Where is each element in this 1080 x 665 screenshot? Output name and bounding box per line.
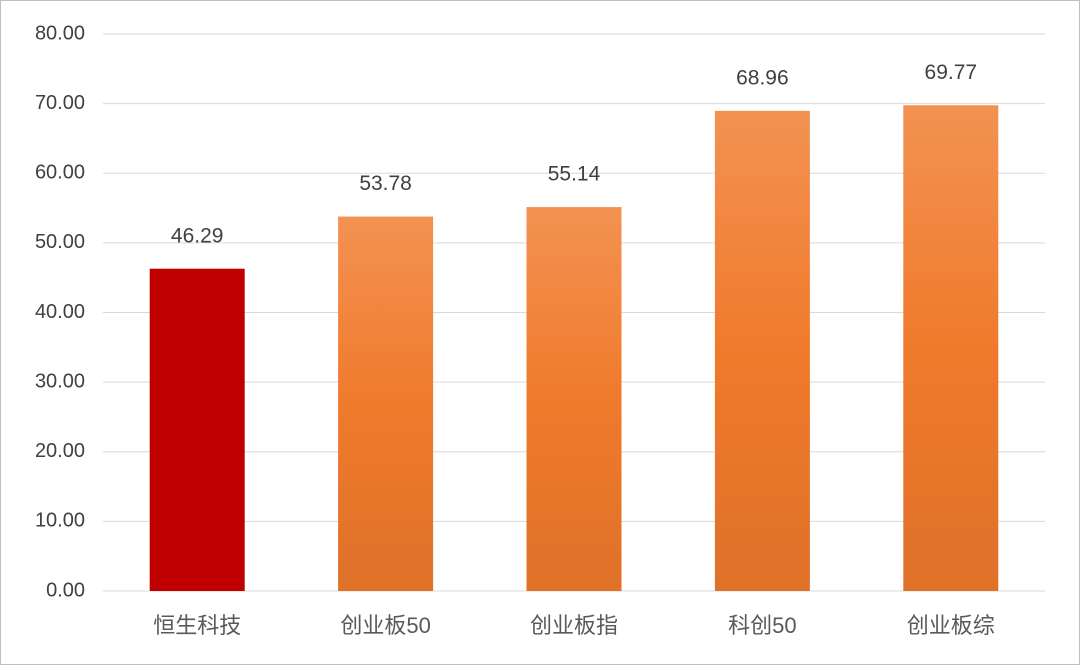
bar (714, 110, 810, 591)
x-tick-label: 创业板50 (340, 613, 430, 638)
y-tick-label: 50.00 (35, 231, 85, 253)
value-label: 55.14 (548, 163, 601, 186)
x-tick-label: 科创50 (728, 613, 796, 638)
value-label: 69.77 (925, 61, 978, 84)
bar (149, 268, 245, 591)
y-tick-label: 40.00 (35, 301, 85, 323)
y-tick-label: 30.00 (35, 370, 85, 392)
value-label: 68.96 (736, 66, 789, 89)
y-tick-label: 70.00 (35, 92, 85, 114)
value-label: 46.29 (171, 224, 224, 247)
x-tick-label: 创业板指 (530, 613, 618, 638)
bar (526, 207, 622, 591)
x-tick-label: 创业板综 (907, 613, 995, 638)
y-tick-label: 80.00 (35, 22, 85, 44)
x-tick-label: 恒生科技 (153, 613, 241, 638)
bar (338, 216, 434, 591)
y-tick-label: 20.00 (35, 440, 85, 462)
value-label: 53.78 (359, 172, 412, 195)
y-tick-label: 0.00 (46, 579, 85, 601)
y-tick-label: 10.00 (35, 510, 85, 532)
bar (903, 105, 999, 591)
y-tick-label: 60.00 (35, 162, 85, 184)
